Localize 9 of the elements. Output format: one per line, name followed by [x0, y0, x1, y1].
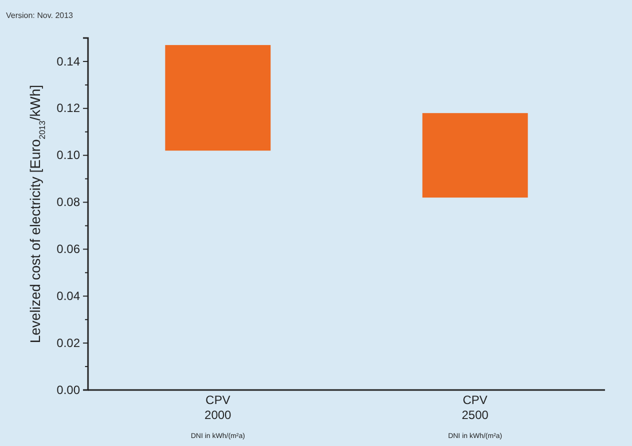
y-tick-label: 0.14: [56, 54, 80, 68]
y-tick-label: 0.02: [56, 336, 80, 350]
y-tick-label: 0.04: [56, 288, 80, 303]
y-tick-label: 0.10: [56, 148, 80, 162]
y-tick-label: 0.08: [56, 195, 80, 210]
y-tick-label: 0.00: [56, 382, 80, 397]
y-tick-label: 0.12: [56, 101, 80, 116]
y-tick-label: 0.06: [56, 242, 80, 256]
text: Version: Nov. 2013: [6, 11, 74, 20]
